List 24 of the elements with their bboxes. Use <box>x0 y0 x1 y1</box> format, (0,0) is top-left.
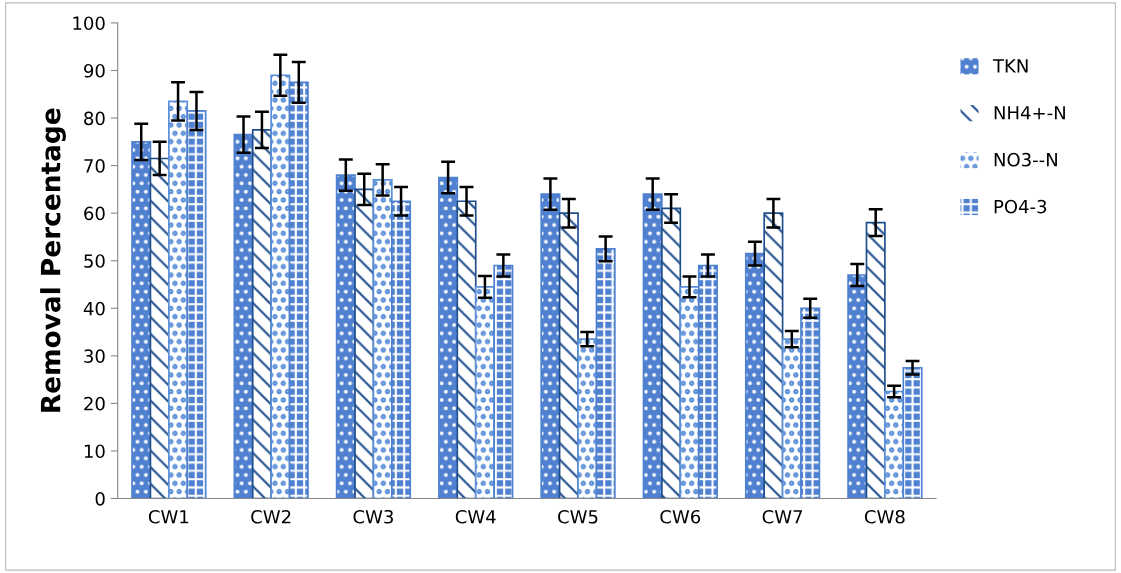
y-tick-label: 30 <box>84 349 105 363</box>
x-tick-label: CW1 <box>148 509 189 524</box>
y-tick-label: 20 <box>84 396 105 411</box>
legend-label: NH4+-N <box>994 106 1065 120</box>
legend-label: NO3--N <box>994 152 1057 167</box>
y-axis-title: Removal Percentage <box>40 108 66 412</box>
y-tick-label: 0 <box>95 491 105 506</box>
legend-label: PO4-3 <box>994 199 1047 214</box>
x-tick-label: CW2 <box>251 509 291 524</box>
y-tick-label: 80 <box>84 111 105 126</box>
x-tick-label: CW7 <box>762 509 803 524</box>
x-tick-label: CW3 <box>353 509 393 524</box>
x-tick-label: CW6 <box>660 509 701 524</box>
y-tick-label: 50 <box>84 254 105 268</box>
x-tick-label: CW4 <box>455 509 496 524</box>
y-tick-label: 10 <box>84 444 105 459</box>
x-tick-label: CW8 <box>864 509 905 524</box>
x-tick-label: CW5 <box>558 509 598 524</box>
y-tick-label: 90 <box>84 63 105 78</box>
y-tick-label: 60 <box>84 206 105 221</box>
legend-label: TKN <box>992 59 1028 73</box>
y-tick-label: 40 <box>83 301 105 316</box>
y-tick-label: 100 <box>73 16 105 31</box>
y-tick-label: 70 <box>84 159 105 173</box>
